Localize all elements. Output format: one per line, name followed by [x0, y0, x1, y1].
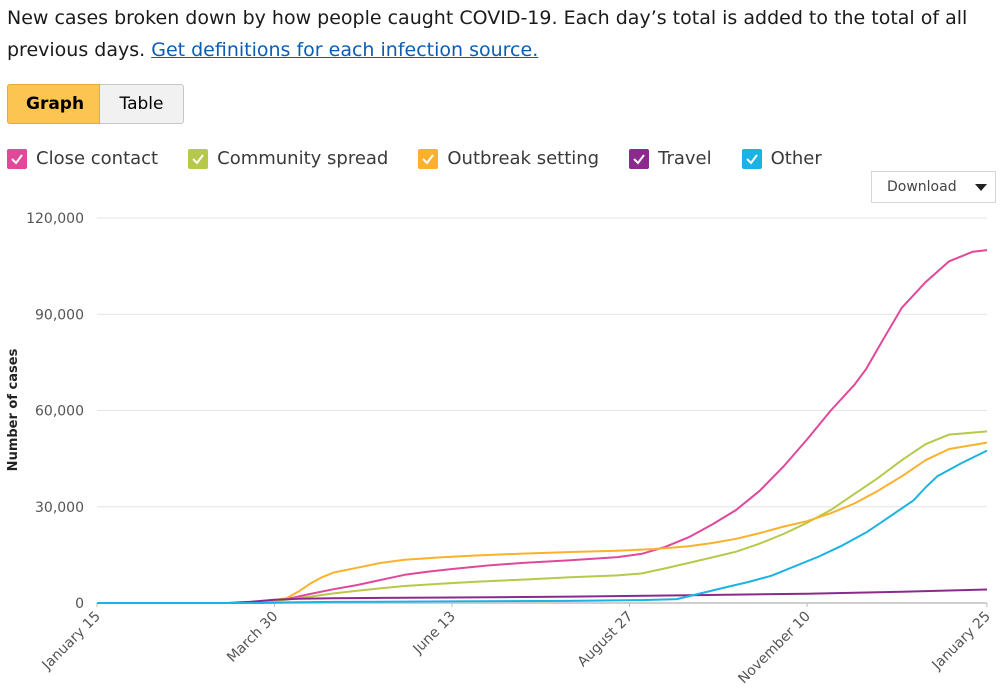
y-tick-label: 90,000: [35, 307, 84, 323]
legend-label: Outbreak setting: [447, 148, 600, 169]
series-line-close-contact: [97, 249, 988, 604]
intro-text: New cases broken down by how people caug…: [7, 7, 968, 61]
view-toggle: Graph Table: [7, 84, 184, 124]
definitions-link[interactable]: Get definitions for each infection sourc…: [151, 39, 539, 61]
check-icon: [422, 153, 435, 165]
legend-item-travel[interactable]: Travel: [629, 148, 712, 169]
legend-item-outbreak-setting[interactable]: Outbreak setting: [418, 148, 599, 169]
legend-item-community-spread[interactable]: Community spread: [188, 148, 388, 169]
x-tick-label: March 30: [224, 609, 281, 666]
cases-line-chart: 0 30,000 60,000 90,000 120,000 Number of case…: [6, 211, 994, 688]
check-icon: [633, 153, 645, 165]
legend-item-other[interactable]: Other: [741, 148, 822, 169]
community-spread-checkbox[interactable]: [188, 148, 209, 169]
y-tick-label: 30,000: [35, 500, 84, 516]
intro-paragraph: New cases broken down by how people caug…: [7, 2, 997, 66]
outbreak-setting-checkbox[interactable]: [418, 148, 439, 169]
series-line-outbreak-setting: [97, 441, 988, 604]
x-tick-label: January 25: [929, 609, 994, 674]
x-tick-label: June 13: [410, 609, 459, 658]
legend-item-close-contact[interactable]: Close contact: [7, 148, 158, 169]
series-line-other: [97, 449, 988, 604]
y-tick-label: 0: [75, 596, 84, 612]
download-label: Download: [887, 179, 957, 195]
y-tick-label: 120,000: [26, 211, 84, 227]
close-contact-checkbox[interactable]: [7, 148, 27, 169]
other-checkbox[interactable]: [741, 148, 762, 169]
x-tick-label: January 15: [39, 609, 104, 674]
caret-down-icon: [975, 184, 987, 191]
travel-checkbox[interactable]: [629, 148, 650, 169]
chart-legend: Close contact Community spread Outbreak …: [7, 148, 852, 169]
legend-label: Other: [770, 148, 822, 169]
legend-label: Community spread: [217, 148, 389, 169]
download-dropdown[interactable]: Download: [871, 171, 996, 203]
legend-label: Travel: [658, 148, 712, 169]
check-icon: [192, 153, 204, 165]
x-tick-label: November 10: [735, 609, 814, 688]
check-icon: [745, 153, 758, 165]
legend-label: Close contact: [36, 148, 159, 169]
y-tick-label: 60,000: [35, 404, 84, 420]
series-line-community-spread: [97, 430, 988, 604]
y-axis-label: Number of cases: [6, 348, 21, 471]
check-icon: [11, 153, 23, 165]
graph-button[interactable]: Graph: [7, 84, 100, 124]
series-line-travel: [97, 588, 988, 604]
table-button[interactable]: Table: [100, 84, 184, 124]
x-tick-label: August 27: [575, 609, 637, 671]
